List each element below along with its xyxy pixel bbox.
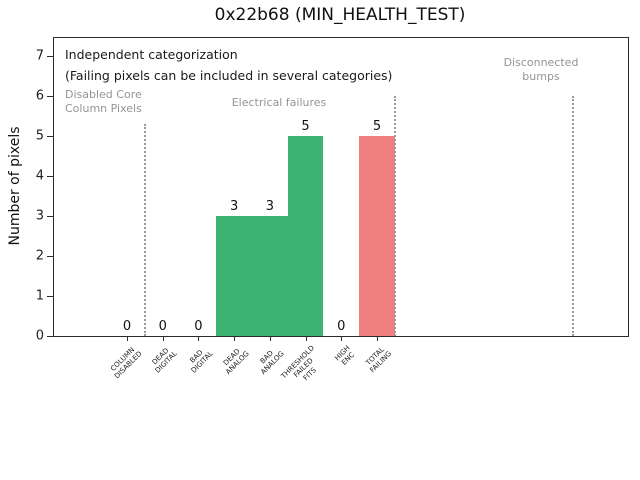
chart-annotation: (Failing pixels can be included in sever… <box>65 68 393 83</box>
plot-area: 0 1 2 3 4 5 6 7 0 COLUMN DISABLED 0 DEAD DIGITAL 0 BA… <box>36 37 629 382</box>
y-tick-mark <box>47 56 54 57</box>
chart-annotation: Electrical failures <box>231 96 327 109</box>
y-tick-label: 6 <box>35 88 44 104</box>
y-tick-mark <box>47 176 54 177</box>
y-tick-label: 5 <box>35 128 44 144</box>
x-tick-mark <box>376 336 378 341</box>
bar-value-label: 5 <box>301 119 310 134</box>
x-tick-mark <box>269 336 271 341</box>
y-tick-mark <box>47 296 54 297</box>
y-tick-label: 7 <box>35 48 44 64</box>
x-tick-label: HIGH ENC <box>333 344 357 368</box>
x-tick-label: BAD DIGITAL <box>188 348 216 375</box>
bar-value-label: 0 <box>337 319 346 334</box>
y-tick-mark <box>47 96 54 97</box>
y-tick-mark <box>47 216 54 217</box>
y-axis-label: Number of pixels <box>7 126 23 246</box>
y-tick-mark <box>47 336 54 337</box>
y-tick-mark <box>47 136 54 137</box>
y-tick-label: 3 <box>35 208 44 224</box>
x-tick-label: THRESHOLD FAILED FITS <box>279 344 319 383</box>
x-tick-mark <box>305 336 307 341</box>
bar-value-label: 3 <box>230 199 239 214</box>
bar <box>216 216 252 336</box>
x-tick-mark <box>162 336 164 341</box>
x-tick-label: DEAD ANALOG <box>221 347 251 377</box>
bar <box>359 136 395 336</box>
bar-value-label: 0 <box>122 319 132 334</box>
y-tick-label: 0 <box>35 328 44 344</box>
section-divider <box>143 124 146 336</box>
chart-annotation: Disabled Core Column Pixels <box>65 88 142 116</box>
y-tick-label: 2 <box>35 248 44 264</box>
x-tick-mark <box>198 336 200 341</box>
y-tick-label: 1 <box>35 288 44 304</box>
x-tick-mark <box>127 336 128 341</box>
bar-value-label: 0 <box>194 319 203 334</box>
x-tick-mark <box>341 336 343 341</box>
x-tick-label: COLUMN DISABLED <box>108 345 144 381</box>
x-tick-mark <box>234 336 236 341</box>
bar-value-label: 3 <box>265 199 274 214</box>
bar-value-label: 5 <box>372 119 382 134</box>
bar <box>251 216 288 336</box>
section-divider <box>393 96 396 336</box>
bar-value-label: 0 <box>158 319 167 334</box>
section-divider <box>572 96 575 336</box>
x-tick-label: DEAD DIGITAL <box>150 346 180 375</box>
x-tick-label: TOTAL FAILING <box>364 345 394 375</box>
chart-annotation: Independent categorization <box>65 47 238 62</box>
bar <box>287 136 324 336</box>
y-tick-label: 4 <box>35 168 44 184</box>
y-tick-mark <box>47 256 54 257</box>
chart-annotation: Disconnected bumps <box>503 56 579 84</box>
chart-title: 0x22b68 (MIN_HEALTH_TEST) <box>214 5 466 25</box>
